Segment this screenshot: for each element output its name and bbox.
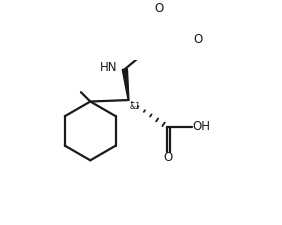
- Text: HN: HN: [100, 61, 117, 74]
- Text: O: O: [193, 33, 202, 46]
- Text: O: O: [164, 151, 173, 164]
- Text: O: O: [154, 2, 163, 16]
- Text: OH: OH: [192, 120, 210, 133]
- Text: &1: &1: [129, 102, 140, 111]
- Polygon shape: [122, 69, 129, 100]
